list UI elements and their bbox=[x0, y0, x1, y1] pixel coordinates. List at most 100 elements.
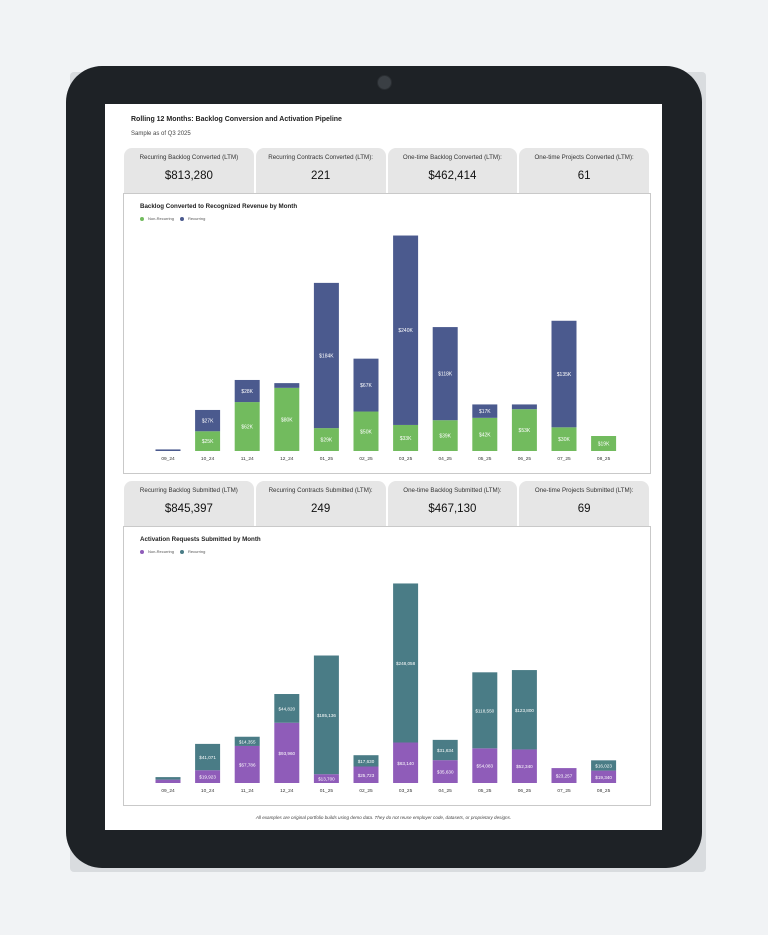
kpi-label: One-time Projects Converted (LTM): bbox=[534, 154, 634, 161]
data-label-08_25: $19K bbox=[598, 442, 610, 448]
x-tick-label: 11_24 bbox=[241, 456, 254, 462]
bar-segment-non-recurring-12_24[interactable] bbox=[274, 722, 300, 783]
bar-segment-recurring-11_24[interactable] bbox=[234, 379, 260, 403]
data-label-11_24: $28K bbox=[241, 389, 253, 395]
bar-segment-recurring-12_24[interactable] bbox=[274, 694, 300, 723]
kpi-label: One-time Backlog Converted (LTM): bbox=[402, 154, 502, 161]
data-label-02_25: $50K bbox=[360, 429, 372, 435]
footnote: All examples are original portfolio buil… bbox=[255, 815, 512, 820]
data-label-10_24: $27K bbox=[202, 419, 214, 425]
bar-segment-recurring-10_24[interactable] bbox=[195, 409, 221, 432]
legend-swatch-recurring bbox=[180, 216, 185, 221]
data-label-01_25: $185,136 bbox=[317, 713, 337, 718]
bar-segment-recurring-11_24[interactable] bbox=[234, 736, 260, 746]
kpi-card-recurring-backlog-submitted[interactable]: Recurring Backlog Submitted (LTM) $845,3… bbox=[124, 481, 254, 527]
bar-segment-non-recurring-10_24[interactable] bbox=[195, 770, 221, 783]
kpi-card-one-time-backlog-converted[interactable]: One-time Backlog Converted (LTM): $462,4… bbox=[387, 148, 518, 194]
data-label-05_25: $118,550 bbox=[475, 708, 494, 713]
bar-segment-recurring-03_25[interactable] bbox=[393, 583, 419, 743]
chart-panel-backlog-converted: Backlog Converted to Recognized Revenue … bbox=[123, 193, 651, 474]
data-label-01_25: $184K bbox=[319, 353, 334, 359]
kpi-row-converted: Recurring Backlog Converted (LTM) $813,2… bbox=[124, 148, 649, 194]
bar-segment-recurring-02_25[interactable] bbox=[353, 358, 379, 412]
x-tick-label: 03_25 bbox=[399, 456, 413, 462]
bar-segment-non-recurring-05_25[interactable] bbox=[472, 417, 498, 451]
x-tick-label: 10_24 bbox=[201, 788, 215, 794]
bar-segment-recurring-01_25[interactable] bbox=[313, 282, 339, 429]
bar-segment-recurring-04_25[interactable] bbox=[432, 739, 458, 761]
kpi-card-one-time-projects-converted[interactable]: One-time Projects Converted (LTM): 61 bbox=[519, 148, 649, 194]
bar-segment-non-recurring-09_24[interactable] bbox=[155, 779, 181, 783]
bar-segment-recurring-07_25[interactable] bbox=[551, 320, 577, 428]
data-label-01_25: $13,700 bbox=[318, 777, 335, 782]
camera-icon bbox=[377, 75, 392, 90]
bar-segment-non-recurring-03_25[interactable] bbox=[393, 424, 419, 451]
data-label-10_24: $41,071 bbox=[199, 755, 216, 760]
bar-segment-non-recurring-02_25[interactable] bbox=[353, 766, 379, 783]
kpi-value: 61 bbox=[577, 170, 591, 182]
bar-segment-non-recurring-03_25[interactable] bbox=[393, 742, 419, 783]
x-tick-label: 12_24 bbox=[280, 456, 294, 462]
bar-segment-non-recurring-01_25[interactable] bbox=[313, 774, 339, 783]
kpi-card-one-time-projects-submitted[interactable]: One-time Projects Submitted (LTM): 69 bbox=[519, 481, 649, 527]
bar-segment-recurring-02_25[interactable] bbox=[353, 755, 379, 767]
bar-segment-non-recurring-07_25[interactable] bbox=[551, 768, 577, 783]
bar-segment-recurring-09_24[interactable] bbox=[155, 449, 181, 451]
data-label-07_25: $135K bbox=[557, 372, 572, 378]
legend-label-non-recurring[interactable]: Non-Recurring bbox=[148, 216, 175, 221]
kpi-card-recurring-contracts-submitted[interactable]: Recurring Contracts Submitted (LTM): 249 bbox=[255, 481, 386, 527]
bar-segment-non-recurring-04_25[interactable] bbox=[432, 760, 458, 783]
data-label-02_25: $25,723 bbox=[358, 773, 375, 778]
bar-segment-non-recurring-08_25[interactable] bbox=[591, 770, 617, 783]
data-label-06_25: $53K bbox=[519, 428, 531, 434]
data-label-08_25: $16,023 bbox=[595, 763, 612, 768]
data-label-06_25: $123,800 bbox=[515, 708, 535, 713]
x-tick-label: 05_25 bbox=[478, 788, 492, 794]
bar-segment-non-recurring-11_24[interactable] bbox=[234, 745, 260, 783]
bar-segment-non-recurring-11_24[interactable] bbox=[234, 402, 260, 451]
data-label-07_25: $30K bbox=[558, 437, 570, 443]
bar-segment-non-recurring-08_25[interactable] bbox=[591, 436, 617, 451]
data-label-11_24: $62K bbox=[241, 425, 253, 431]
kpi-card-recurring-contracts-converted[interactable]: Recurring Contracts Converted (LTM): 221 bbox=[255, 148, 386, 194]
data-label-05_25: $17K bbox=[479, 409, 491, 415]
data-label-12_24: $44,820 bbox=[278, 706, 295, 711]
bar-segment-recurring-05_25[interactable] bbox=[472, 404, 498, 418]
data-label-12_24: $93,960 bbox=[278, 751, 295, 756]
bar-segment-non-recurring-10_24[interactable] bbox=[195, 431, 221, 451]
bar-segment-non-recurring-05_25[interactable] bbox=[472, 748, 498, 783]
kpi-card-one-time-backlog-submitted[interactable]: One-time Backlog Submitted (LTM): $467,1… bbox=[387, 481, 518, 527]
legend-label-recurring[interactable]: Recurring bbox=[188, 216, 206, 221]
x-tick-label: 09_24 bbox=[161, 788, 175, 794]
bar-segment-non-recurring-04_25[interactable] bbox=[432, 420, 458, 451]
bar-segment-non-recurring-07_25[interactable] bbox=[551, 427, 577, 451]
bar-segment-non-recurring-06_25[interactable] bbox=[511, 409, 537, 451]
bar-segment-recurring-05_25[interactable] bbox=[472, 672, 498, 749]
kpi-label: One-time Projects Submitted (LTM): bbox=[534, 487, 634, 494]
bar-segment-recurring-08_25[interactable] bbox=[591, 760, 617, 771]
chart-legend: Non-Recurring Recurring bbox=[140, 549, 205, 554]
bar-segment-recurring-04_25[interactable] bbox=[432, 327, 458, 421]
data-label-03_25: $248,058 bbox=[396, 661, 416, 666]
bar-segment-recurring-10_24[interactable] bbox=[195, 743, 221, 771]
bar-segment-recurring-06_25[interactable] bbox=[511, 404, 537, 410]
data-label-04_25: $39K bbox=[439, 434, 451, 440]
bar-segment-recurring-09_24[interactable] bbox=[155, 777, 181, 780]
legend-label-non-recurring[interactable]: Non-Recurring bbox=[148, 549, 175, 554]
bar-segment-recurring-12_24[interactable] bbox=[274, 383, 300, 388]
bar-segment-non-recurring-02_25[interactable] bbox=[353, 411, 379, 451]
kpi-card-recurring-backlog-converted[interactable]: Recurring Backlog Converted (LTM) $813,2… bbox=[124, 148, 254, 194]
chart-title: Activation Requests Submitted by Month bbox=[140, 536, 261, 543]
legend-label-recurring[interactable]: Recurring bbox=[188, 549, 206, 554]
bar-segment-recurring-01_25[interactable] bbox=[313, 655, 339, 775]
bar-segment-non-recurring-06_25[interactable] bbox=[511, 749, 537, 783]
bar-segment-non-recurring-12_24[interactable] bbox=[274, 387, 300, 451]
data-label-10_24: $25K bbox=[202, 439, 214, 445]
bar-segment-non-recurring-01_25[interactable] bbox=[313, 428, 339, 451]
x-tick-label: 05_25 bbox=[478, 456, 492, 462]
bar-segment-recurring-06_25[interactable] bbox=[511, 670, 537, 750]
kpi-value: 69 bbox=[577, 503, 591, 515]
bar-segment-recurring-03_25[interactable] bbox=[393, 235, 419, 425]
legend-swatch-non-recurring bbox=[140, 216, 144, 221]
page-title: Rolling 12 Months: Backlog Conversion an… bbox=[131, 116, 342, 123]
